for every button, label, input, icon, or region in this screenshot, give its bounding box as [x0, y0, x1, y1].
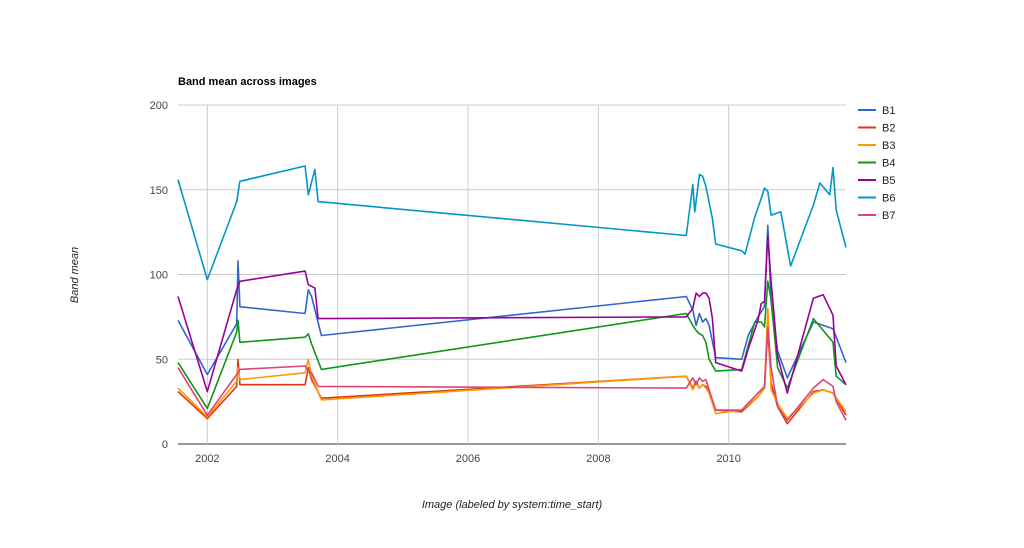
legend-item-b6[interactable]: B6 — [858, 193, 895, 205]
y-tick-label: 100 — [150, 270, 168, 282]
x-tick-label: 2008 — [586, 453, 610, 465]
gridlines — [178, 104, 846, 445]
y-axis-ticks: 200 150 100 50 0 — [150, 100, 168, 451]
series-line-b4 — [177, 280, 847, 410]
legend-item-b7[interactable]: B7 — [858, 210, 895, 222]
legend-label: B6 — [882, 193, 895, 205]
legend-label: B5 — [882, 175, 895, 187]
x-tick-label: 2010 — [716, 453, 740, 465]
y-axis-label: Band mean — [69, 247, 81, 303]
legend-label: B1 — [882, 105, 895, 117]
legend-label: B7 — [882, 210, 895, 222]
x-tick-label: 2004 — [325, 453, 349, 465]
series-line-b3 — [177, 307, 847, 420]
y-tick-label: 50 — [156, 354, 168, 366]
series-line-b6 — [177, 165, 847, 281]
legend[interactable]: B1 B2 B3 B4 B5 B6 B7 — [858, 105, 895, 222]
legend-label: B2 — [882, 123, 895, 135]
series-lines — [177, 165, 847, 425]
legend-item-b5[interactable]: B5 — [858, 175, 895, 187]
y-tick-label: 150 — [150, 185, 168, 197]
legend-label: B4 — [882, 158, 895, 170]
chart-title: Band mean across images — [178, 76, 317, 88]
x-axis-label: Image (labeled by system:time_start) — [422, 499, 603, 511]
legend-item-b1[interactable]: B1 — [858, 105, 895, 117]
legend-item-b4[interactable]: B4 — [858, 158, 895, 170]
series-line-b7 — [177, 326, 847, 422]
y-tick-label: 200 — [150, 100, 168, 112]
series-line-b5 — [177, 234, 847, 394]
y-tick-label: 0 — [162, 439, 168, 451]
legend-item-b2[interactable]: B2 — [858, 123, 895, 135]
legend-label: B3 — [882, 140, 895, 152]
x-tick-label: 2002 — [195, 453, 219, 465]
legend-item-b3[interactable]: B3 — [858, 140, 895, 152]
x-axis-ticks: 2002 2004 2006 2008 2010 — [195, 453, 741, 465]
x-tick-label: 2006 — [456, 453, 480, 465]
